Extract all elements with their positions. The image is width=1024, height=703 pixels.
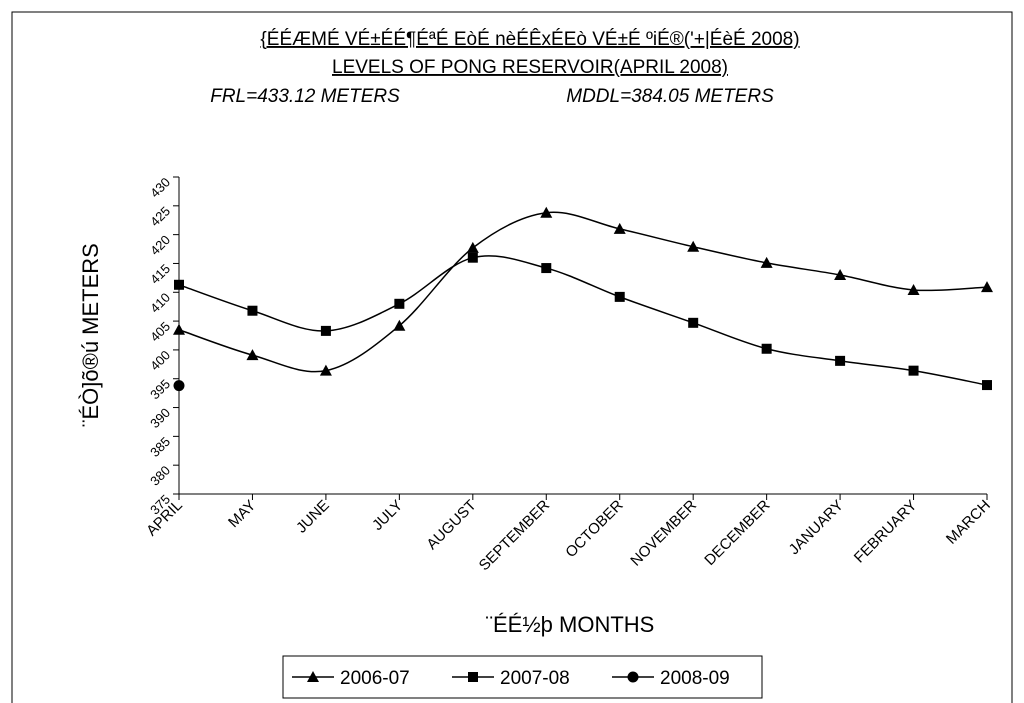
marker [173,323,185,335]
marker [761,343,772,354]
marker [393,319,406,331]
marker [614,291,625,302]
y-tick-label: 415 [147,261,173,287]
legend-marker [468,672,478,682]
annotation: FRL=433.12 METERS [210,86,400,107]
y-tick-label: 380 [147,463,173,489]
y-tick-label: 385 [147,434,173,460]
x-tick-label: MAY [225,497,259,531]
x-tick-label: FEBRUARY [851,497,921,567]
x-tick-label: MARCH [943,497,994,548]
marker [982,380,992,391]
legend-label: 2006-07 [340,668,410,689]
marker [319,364,332,376]
y-tick-label: 410 [147,290,173,316]
marker [174,279,184,290]
marker [835,355,846,366]
y-tick-label: 420 [147,232,173,258]
chart-title: {ÉÉÆMÉ VÉ±ÉÉ¶ÉªÉ EòÉ nèÉÊxÉEò VÉ±É ºiÉ®(… [260,28,799,50]
x-tick-label: AUGUST [423,497,479,553]
legend-marker [307,671,319,682]
marker [908,365,919,376]
y-tick-label: 425 [147,203,173,229]
legend-label: 2008-09 [660,668,730,689]
x-tick-label: NOVEMBER [627,497,700,570]
x-tick-label: SEPTEMBER [476,497,554,575]
marker [540,206,553,218]
series-line [178,211,988,373]
y-tick-label: 405 [147,319,173,345]
marker [247,305,258,316]
legend-box [282,655,763,699]
marker [173,380,185,392]
x-tick-label: JULY [369,497,406,534]
marker [688,317,699,328]
marker [466,241,479,253]
y-tick-label: 400 [147,347,173,373]
x-tick-label: JANUARY [786,497,847,558]
marker [907,283,920,295]
marker [467,252,478,263]
series-line [178,255,988,386]
marker [246,349,259,361]
marker [541,263,552,274]
x-tick-label: OCTOBER [562,497,626,561]
chart-subtitle: LEVELS OF PONG RESERVOIR(APRIL 2008) [332,57,728,78]
x-tick-label: DECEMBER [701,497,773,569]
y-tick-label: 430 [147,175,173,201]
frame [11,11,1013,703]
x-axis-label: ¨ÉÉ½þ MONTHS [486,612,655,637]
y-tick-label: 390 [147,405,173,431]
marker [687,240,700,252]
marker [613,222,626,234]
marker [394,298,405,309]
y-tick-label: 395 [147,376,173,402]
marker [760,256,773,268]
marker [320,325,331,336]
annotation: MDDL=384.05 METERS [566,86,774,107]
y-axis-label: ¨ÉÒ]õ®ú METERS [78,243,103,427]
marker [981,281,993,293]
marker [834,268,847,280]
legend-label: 2007-08 [500,668,570,689]
legend-marker [627,671,639,683]
x-tick-label: JUNE [293,497,333,537]
